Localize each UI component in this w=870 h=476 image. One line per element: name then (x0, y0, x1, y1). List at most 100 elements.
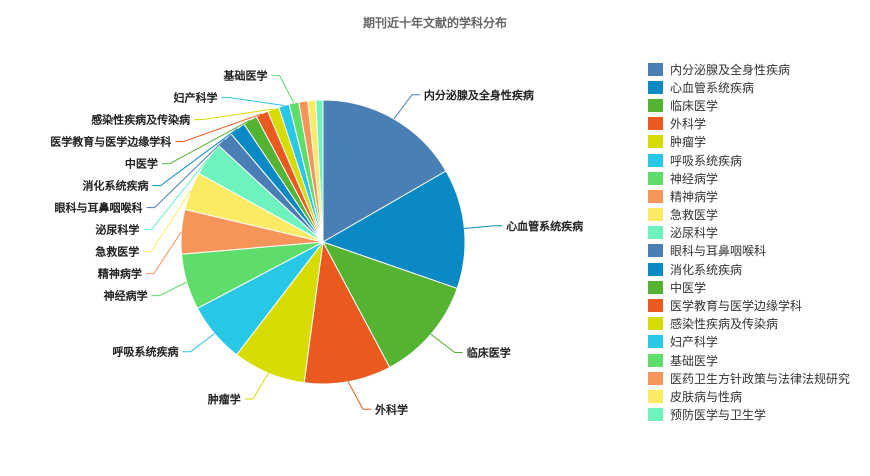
legend-label: 呼吸系统疾病 (670, 153, 743, 168)
pie-label-leader-line (151, 281, 188, 297)
legend-label: 心血管系统疾病 (670, 80, 755, 95)
pie-slice-label: 感染性疾病及传染病 (91, 113, 190, 127)
legend-swatch (648, 135, 663, 149)
legend-swatch (648, 153, 663, 167)
legend-label: 外科学 (670, 117, 707, 132)
legend-label: 眼科与耳鼻咽喉科 (670, 244, 767, 259)
legend-swatch (648, 98, 663, 112)
pie-slice-label: 中医学 (125, 157, 158, 171)
legend-item[interactable]: 妇产科学 (648, 333, 850, 351)
pie-slice-label: 外科学 (374, 402, 408, 416)
pie-label-leader-line (143, 158, 209, 231)
pie-slice[interactable] (303, 240, 391, 385)
legend-item[interactable]: 呼吸系统疾病 (648, 151, 850, 169)
pie-label-leader-line (146, 139, 226, 209)
pie-slice[interactable] (322, 99, 447, 243)
legend-label: 基础医学 (670, 353, 719, 368)
pie-label-leader-line (464, 225, 503, 229)
legend-label: 妇产科学 (670, 335, 719, 350)
legend-swatch (648, 335, 663, 349)
pie-slice-label: 神经病学 (104, 289, 148, 303)
pie-slice[interactable] (321, 170, 466, 290)
pie-slice-label: 妇产科学 (173, 91, 218, 105)
legend-item[interactable]: 感染性疾病及传染病 (648, 315, 850, 333)
pie-label-leader-line (271, 75, 295, 104)
pie-label-leader-line (393, 94, 420, 120)
legend-item[interactable]: 基础医学 (648, 351, 850, 369)
legend-swatch (648, 208, 663, 222)
legend-item[interactable]: 皮肤病与性病 (648, 387, 850, 405)
legend-label: 急救医学 (670, 208, 719, 223)
pie-label-leader-line (145, 231, 182, 275)
pie-slice-label: 内分泌腺及全身性疾病 (424, 88, 534, 102)
pie-slice-label: 呼吸系统疾病 (113, 345, 179, 359)
pie-slice-label: 消化系统疾病 (83, 179, 149, 193)
legend-swatch (648, 189, 663, 203)
legend-item[interactable]: 眼科与耳鼻咽喉科 (648, 242, 850, 260)
pie-slice-label: 急救医学 (95, 245, 139, 259)
legend-swatch (648, 226, 663, 240)
legend-swatch (648, 353, 663, 367)
pie-label-leader-line (347, 381, 371, 410)
pie-slice-label: 基础医学 (223, 69, 268, 83)
pie-label-leader-line (182, 333, 215, 353)
chart-legend: 内分泌腺及全身性疾病 心血管系统疾病 临床医学外科学肿瘤学呼吸系统疾病 神经病学精神病… (648, 60, 850, 424)
chart-title: 期刊近十年文献的学科分布 (362, 16, 507, 30)
legend-item[interactable]: 消化系统疾病 (648, 260, 850, 278)
legend-item[interactable]: 临床医学 (648, 96, 850, 114)
legend-swatch (648, 371, 663, 385)
pie-label-leader-line (430, 333, 463, 353)
pie-slice-label: 泌尿科学 (95, 223, 139, 237)
pie-label-leader-line (221, 97, 284, 106)
legend-item[interactable]: 预防医学与卫生学 (648, 406, 850, 424)
legend-swatch (648, 317, 663, 331)
legend-label: 神经病学 (670, 171, 719, 186)
legend-item[interactable]: 内分泌腺及全身性疾病 (648, 60, 850, 78)
pie-slice-label: 临床医学 (467, 346, 511, 360)
legend-label: 医学教育与医学边缘学科 (670, 299, 803, 314)
legend-swatch (648, 80, 663, 94)
pie-slice-label: 精神病学 (98, 267, 142, 281)
legend-label: 感染性疾病及传染病 (670, 317, 779, 332)
legend-label: 预防医学与卫生学 (670, 408, 767, 423)
legend-label: 泌尿科学 (670, 226, 719, 241)
pie-slice[interactable] (315, 99, 324, 243)
legend-item[interactable]: 神经病学 (648, 169, 850, 187)
legend-label: 中医学 (670, 280, 707, 295)
pie-slice[interactable] (321, 241, 458, 369)
legend-item[interactable]: 急救医学 (648, 206, 850, 224)
legend-swatch (648, 62, 663, 76)
legend-swatch (648, 389, 663, 403)
legend-item[interactable]: 肿瘤学 (648, 133, 850, 151)
legend-item[interactable]: 医药卫生方针政策与法律法规研究 (648, 369, 850, 387)
legend-item[interactable]: 精神病学 (648, 187, 850, 205)
legend-swatch (648, 171, 663, 185)
pie-label-leader-line (244, 372, 270, 400)
legend-swatch (648, 280, 663, 294)
legend-item[interactable]: 医学教育与医学边缘学科 (648, 296, 850, 314)
legend-item[interactable]: 外科学 (648, 115, 850, 133)
legend-label: 内分泌腺及全身性疾病 (670, 62, 791, 77)
legend-label: 肿瘤学 (670, 135, 707, 150)
pie-label-leader-line (194, 108, 274, 121)
legend-swatch (648, 117, 663, 131)
pie-slice-label: 医学教育与医学边缘学科 (50, 135, 171, 149)
pie-label-leader-line (175, 113, 263, 143)
pie-label-leader-line (161, 119, 251, 165)
legend-swatch (648, 408, 663, 422)
pie-slice-label: 眼科与耳鼻咽喉科 (55, 201, 143, 215)
legend-label: 医药卫生方针政策与法律法规研究 (670, 371, 851, 386)
legend-item[interactable]: 心血管系统疾病 (648, 78, 850, 96)
pie-label-leader-line (143, 190, 191, 253)
legend-swatch (648, 262, 663, 276)
legend-label: 精神病学 (670, 189, 719, 204)
legend-swatch (648, 299, 663, 313)
legend-item[interactable]: 泌尿科学 (648, 224, 850, 242)
legend-item[interactable]: 中医学 (648, 278, 850, 296)
legend-label: 皮肤病与性病 (670, 389, 743, 404)
pie-slice-label: 心血管系统疾病 (506, 219, 583, 233)
pie-label-leader-line (152, 128, 238, 187)
legend-label: 消化系统疾病 (670, 262, 743, 277)
legend-swatch (648, 244, 663, 258)
